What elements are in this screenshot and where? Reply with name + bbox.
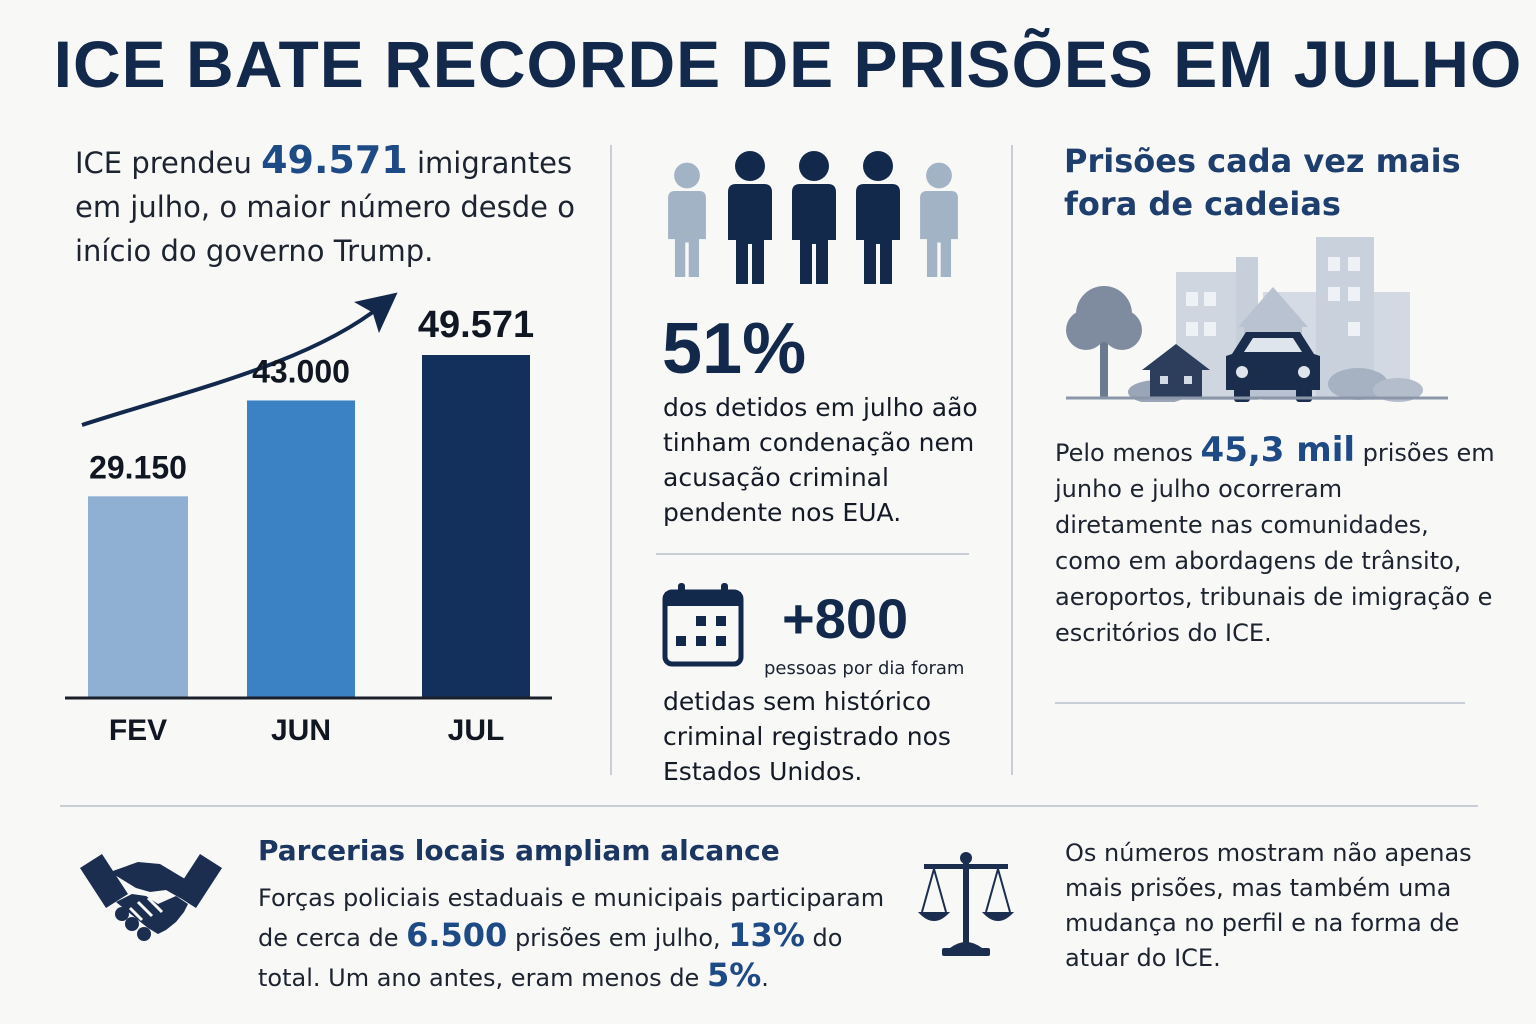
x-tick-label: JUN xyxy=(271,714,331,747)
intro-highlight: 49.571 xyxy=(261,138,408,182)
bar-value-label: 43.000 xyxy=(252,353,350,389)
right-description: Pelo menos 45,3 mil prisões em junho e j… xyxy=(1055,432,1495,651)
bar-value-label: 49.571 xyxy=(418,304,534,346)
divider-right xyxy=(1011,145,1013,775)
intro-text: ICE prendeu 49.571 imigrantes em julho, … xyxy=(75,138,595,273)
stat-51-percent: 51% xyxy=(662,309,807,389)
bar-value-label: 29.150 xyxy=(89,449,187,485)
partner-t2: prisões em julho, xyxy=(507,924,729,952)
right-text-pre: Pelo menos xyxy=(1055,439,1201,467)
stat-51-description: dos detidos em julho aão tinham condenaç… xyxy=(663,393,978,527)
closing-text: Os números mostram não apenas mais prisõ… xyxy=(1065,839,1472,972)
person-icon-dark xyxy=(792,151,836,284)
person-icon-light xyxy=(668,162,706,277)
trend-arrow-icon xyxy=(81,292,398,427)
person-icon-dark xyxy=(856,151,900,284)
page-title: ICE BATE RECORDE DE PRISÕES EM JULHO xyxy=(53,27,1523,101)
divider-bottom xyxy=(60,805,1478,807)
partner-t1: Forças policiais estaduais e municipais … xyxy=(258,884,885,952)
bar-group: 29.150 FEV 43.000 JUN 49.571 JUL xyxy=(88,304,534,747)
scale-of-justice-icon xyxy=(918,852,1014,956)
partner-t3: do total. Um ano antes, eram menos de xyxy=(258,924,843,992)
person-icon-light xyxy=(920,162,958,277)
partner-h3: 5% xyxy=(706,956,762,994)
intro-pre: ICE prendeu xyxy=(75,146,262,180)
partner-description: Forças policiais estaduais e municipais … xyxy=(258,880,898,997)
city-scene-icon xyxy=(1066,237,1448,402)
arrests-bar-chart: 29.150 FEV 43.000 JUN 49.571 JUL xyxy=(65,292,552,747)
bar-jul xyxy=(422,355,530,698)
bar-jun xyxy=(247,400,355,698)
divider-left xyxy=(610,145,612,775)
stat-800: +800 xyxy=(782,587,909,650)
right-heading: Prisões cada vez mais fora de cadeias xyxy=(1064,142,1461,223)
calendar-icon xyxy=(662,583,744,667)
partner-t4: . xyxy=(761,964,769,992)
people-icon-group xyxy=(668,151,958,284)
x-tick-label: JUL xyxy=(448,714,505,747)
partner-h1: 6.500 xyxy=(406,916,508,954)
x-tick-label: FEV xyxy=(109,714,167,747)
partner-h2: 13% xyxy=(728,916,805,954)
person-icon-dark xyxy=(728,151,772,284)
handshake-icon xyxy=(80,854,222,941)
stat-800-description: detidas sem histórico criminal registrad… xyxy=(663,687,951,786)
right-highlight: 45,3 mil xyxy=(1200,430,1356,470)
divider-right-section xyxy=(1055,702,1465,704)
divider-center xyxy=(656,553,969,555)
partner-heading: Parcerias locais ampliam alcance xyxy=(258,834,780,867)
right-text-post: prisões em junho e julho ocorreram diret… xyxy=(1055,439,1495,647)
bar-fev xyxy=(88,496,188,698)
stat-800-sub: pessoas por dia foram xyxy=(764,658,965,679)
intro-post: imigrantes em julho, o maior número desd… xyxy=(75,146,575,268)
